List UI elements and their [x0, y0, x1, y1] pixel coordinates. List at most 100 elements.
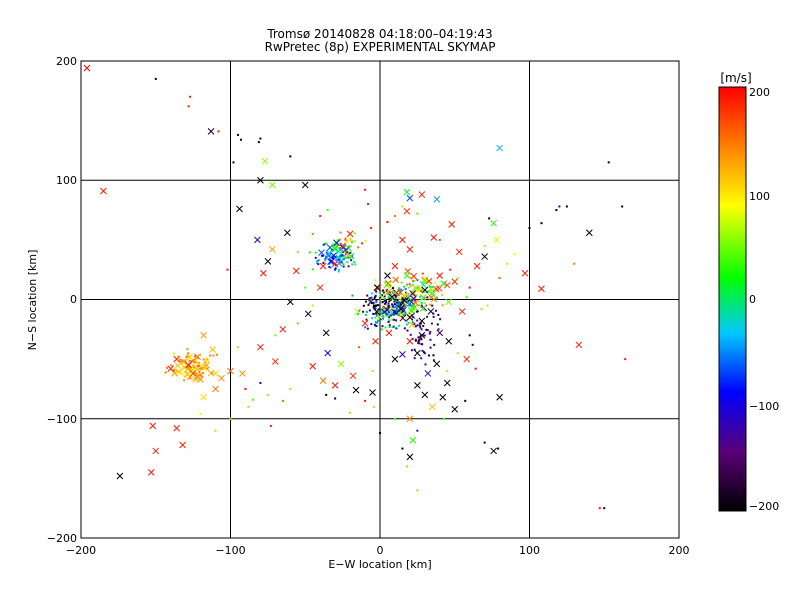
data-point-dot	[289, 155, 292, 158]
data-point-x-marker	[436, 329, 444, 337]
data-point-x-marker	[343, 250, 351, 258]
data-point-dot	[395, 319, 398, 322]
data-point-x-marker	[193, 374, 201, 382]
data-point-x-marker	[337, 360, 345, 368]
data-point-dot	[198, 364, 201, 367]
data-point-x-marker	[414, 382, 421, 389]
data-point-dot	[388, 324, 391, 327]
data-point-dot	[199, 412, 202, 415]
data-point-dot	[202, 371, 205, 374]
data-point-dot	[344, 237, 347, 240]
data-point-dot	[200, 375, 203, 378]
data-point-dot	[337, 270, 340, 273]
data-point-x-marker	[445, 298, 452, 306]
data-point-dot	[375, 324, 378, 327]
data-point-x-marker	[100, 187, 107, 195]
data-point-dot	[332, 255, 335, 258]
data-point-x-marker	[428, 290, 436, 298]
data-point-dot	[364, 326, 367, 329]
data-point-dot	[187, 366, 190, 369]
data-point-dot	[195, 360, 198, 363]
data-point-x-marker	[309, 362, 317, 370]
data-point-dot	[407, 295, 410, 298]
data-point-x-marker	[257, 343, 264, 351]
plot-frame	[80, 60, 680, 539]
data-point-x-marker	[185, 361, 192, 369]
data-point-dot	[416, 212, 419, 215]
data-point-x-marker	[383, 281, 391, 289]
data-point-dot	[193, 363, 196, 366]
data-point-dot	[354, 263, 357, 266]
data-point-dot	[214, 429, 217, 432]
data-point-dot	[192, 359, 195, 362]
data-point-x-marker	[406, 312, 413, 319]
data-point-dot	[409, 333, 412, 336]
data-point-dot	[198, 371, 201, 374]
data-point-x-marker	[174, 362, 181, 369]
x-tick-labels: −200 −100 0 100 200	[66, 544, 690, 557]
data-point-dot	[384, 312, 387, 315]
data-point-dot	[419, 326, 422, 329]
data-point-dot	[339, 256, 342, 259]
data-point-x-marker	[264, 257, 272, 265]
data-point-dot	[392, 325, 395, 328]
data-point-dot	[344, 238, 347, 241]
data-point-x-marker	[318, 249, 325, 256]
data-point-dot	[498, 277, 501, 280]
data-point-x-marker	[443, 379, 451, 387]
data-point-dot	[339, 238, 342, 241]
data-point-dot	[408, 303, 411, 306]
data-point-dot	[376, 319, 379, 322]
data-point-x-marker	[439, 393, 447, 401]
data-point-dot	[417, 286, 420, 289]
data-point-dot	[411, 290, 414, 293]
data-point-dot	[486, 304, 489, 307]
data-point-x-marker	[419, 294, 427, 301]
data-point-x-marker	[412, 299, 419, 306]
data-point-dot	[370, 296, 373, 299]
y-tick-label: −100	[47, 413, 77, 426]
data-point-dot	[353, 240, 356, 243]
data-point-x-marker	[286, 298, 294, 306]
data-point-dot	[311, 232, 314, 235]
data-point-x-marker	[403, 188, 411, 196]
data-point-dot	[322, 261, 325, 264]
data-point-dot	[395, 327, 398, 330]
data-point-x-marker	[388, 293, 396, 301]
data-point-x-marker	[374, 284, 382, 292]
data-point-x-marker	[325, 250, 333, 257]
data-point-x-marker	[455, 248, 463, 256]
data-point-dot	[269, 424, 272, 427]
data-point-dot	[429, 346, 432, 349]
data-point-dot	[419, 336, 422, 339]
data-point-x-marker	[227, 367, 234, 375]
data-point-dot	[325, 242, 328, 245]
data-point-dot	[410, 349, 413, 352]
y-tick-label: 200	[56, 55, 77, 68]
data-point-dot	[372, 312, 375, 315]
data-point-dot	[189, 361, 192, 364]
data-point-x-marker	[181, 363, 189, 371]
data-point-x-marker	[458, 308, 466, 315]
data-point-dot	[400, 292, 403, 295]
y-tick-label: 0	[70, 293, 77, 306]
data-point-x-marker	[209, 346, 216, 353]
data-point-x-marker	[575, 341, 583, 349]
data-point-dot	[410, 305, 413, 308]
colorbar-tick-label: −200	[749, 500, 779, 513]
data-point-x-marker	[451, 405, 459, 413]
data-point-x-marker	[180, 358, 187, 366]
data-point-dot	[351, 254, 354, 257]
colorbar-tick-label: 100	[749, 190, 770, 203]
data-point-dot	[431, 286, 434, 289]
data-point-dot	[408, 283, 411, 286]
data-point-dot	[429, 285, 432, 288]
data-point-x-marker	[346, 230, 354, 238]
data-point-dot	[420, 357, 423, 360]
data-point-dot	[395, 301, 398, 304]
data-point-dot	[390, 312, 393, 315]
data-point-dot	[497, 447, 500, 450]
data-point-dot	[326, 209, 329, 212]
data-point-dot	[189, 95, 192, 98]
data-point-dot	[488, 217, 491, 220]
